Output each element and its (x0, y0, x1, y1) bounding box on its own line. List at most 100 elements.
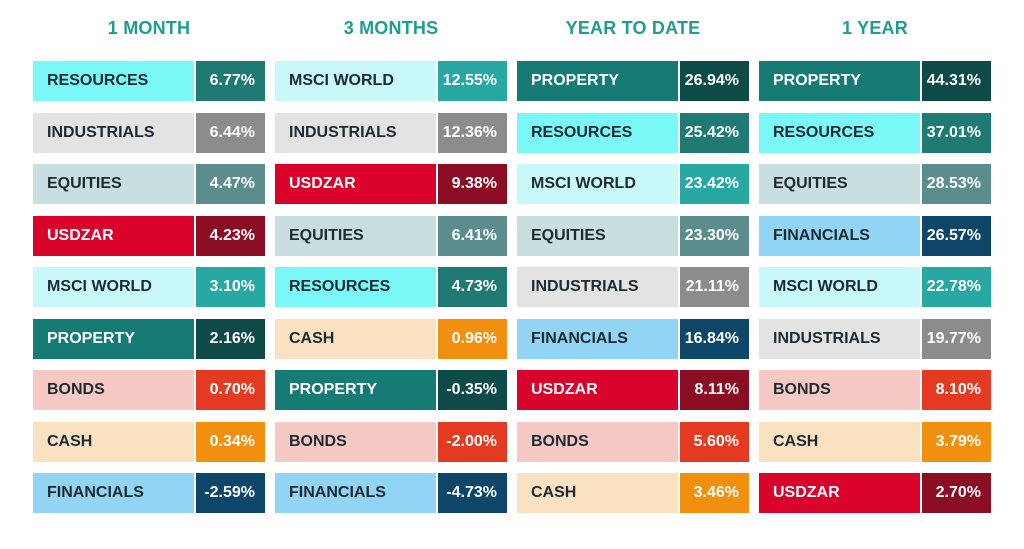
table-row: USDZAR 2.70% (759, 473, 991, 513)
table-row: INDUSTRIALS 21.11% (517, 267, 749, 307)
return-value: 6.77% (196, 61, 265, 101)
asset-label: MSCI WORLD (517, 164, 678, 204)
cell-divider (920, 473, 922, 513)
table-row: EQUITIES 28.53% (759, 164, 991, 204)
return-value: 0.70% (196, 370, 265, 410)
table-row: BONDS 0.70% (33, 370, 265, 410)
asset-label: EQUITIES (759, 164, 920, 204)
return-value: 25.42% (680, 112, 749, 153)
return-value: 16.84% (680, 318, 749, 359)
cell-divider (920, 318, 922, 359)
return-value: 5.60% (680, 421, 749, 462)
cell-divider (436, 421, 438, 462)
table-row: RESOURCES 4.73% (275, 267, 507, 307)
column-year-to-date: YEAR TO DATE PROPERTY 26.94% RESOURCES 25.4… (517, 0, 749, 513)
table-row: INDUSTRIALS 6.44% (33, 112, 265, 153)
cell-divider (194, 473, 196, 513)
return-value: 26.94% (680, 61, 749, 101)
table-row: USDZAR 8.11% (517, 370, 749, 410)
return-value: -2.59% (196, 473, 265, 513)
cell-divider (194, 215, 196, 256)
cell-divider (920, 112, 922, 153)
return-value: 21.11% (680, 267, 749, 307)
column-heading: YEAR TO DATE (565, 18, 701, 38)
return-value: 4.73% (438, 267, 507, 307)
table-row: MSCI WORLD 22.78% (759, 267, 991, 307)
cell-divider (436, 370, 438, 410)
asset-label: INDUSTRIALS (759, 318, 920, 359)
cell-divider (436, 473, 438, 513)
table-row: CASH 3.79% (759, 421, 991, 462)
cell-divider (678, 473, 680, 513)
table-row: INDUSTRIALS 19.77% (759, 318, 991, 359)
table-row: MSCI WORLD 12.55% (275, 61, 507, 101)
asset-label: BONDS (759, 370, 920, 410)
return-value: 23.30% (680, 215, 749, 256)
cell-divider (436, 318, 438, 359)
cell-divider (436, 267, 438, 307)
return-value: -2.00% (438, 421, 507, 462)
cell-divider (194, 164, 196, 204)
return-value: 2.16% (196, 318, 265, 359)
cell-divider (920, 164, 922, 204)
cell-divider (678, 112, 680, 153)
asset-label: PROPERTY (759, 61, 920, 101)
return-value: 3.10% (196, 267, 265, 307)
return-value: 3.79% (922, 421, 991, 462)
cell-divider (920, 421, 922, 462)
asset-label: BONDS (517, 421, 678, 462)
return-value: 8.11% (680, 370, 749, 410)
asset-label: INDUSTRIALS (33, 112, 194, 153)
asset-label: RESOURCES (517, 112, 678, 153)
cell-divider (678, 61, 680, 101)
table-row: CASH 0.96% (275, 318, 507, 359)
cell-divider (194, 370, 196, 410)
return-value: 23.42% (680, 164, 749, 204)
return-value: 22.78% (922, 267, 991, 307)
asset-label: BONDS (275, 421, 436, 462)
return-value: -0.35% (438, 370, 507, 410)
table-row: MSCI WORLD 23.42% (517, 164, 749, 204)
cell-divider (678, 267, 680, 307)
return-value: 44.31% (922, 61, 991, 101)
return-value: 4.47% (196, 164, 265, 204)
table-row: FINANCIALS -2.59% (33, 473, 265, 513)
cell-divider (194, 318, 196, 359)
asset-label: EQUITIES (33, 164, 194, 204)
return-value: 4.23% (196, 215, 265, 256)
asset-label: MSCI WORLD (275, 61, 436, 101)
column-3-months: 3 MONTHS MSCI WORLD 12.55% INDUSTRIALS 12.3… (275, 0, 507, 513)
table-row: CASH 3.46% (517, 473, 749, 513)
asset-label: FINANCIALS (517, 318, 678, 359)
table-row: EQUITIES 4.47% (33, 164, 265, 204)
cell-divider (678, 215, 680, 256)
table-row: EQUITIES 23.30% (517, 215, 749, 256)
table-row: FINANCIALS 26.57% (759, 215, 991, 256)
table-row: FINANCIALS 16.84% (517, 318, 749, 359)
column-1-month: 1 MONTH RESOURCES 6.77% INDUSTRIALS 6.44% EQ… (33, 0, 265, 513)
table-row: RESOURCES 25.42% (517, 112, 749, 153)
table-row: PROPERTY 2.16% (33, 318, 265, 359)
asset-label: RESOURCES (759, 112, 920, 153)
column-heading: 1 MONTH (107, 18, 191, 38)
cell-divider (436, 164, 438, 204)
column-1-year: 1 YEAR PROPERTY 44.31% RESOURCES 37.01% EQUI… (759, 0, 991, 513)
asset-label: MSCI WORLD (759, 267, 920, 307)
table-row: PROPERTY 44.31% (759, 61, 991, 101)
cell-divider (678, 370, 680, 410)
table-row: FINANCIALS -4.73% (275, 473, 507, 513)
table-row: RESOURCES 37.01% (759, 112, 991, 153)
return-value: 3.46% (680, 473, 749, 513)
cell-divider (678, 318, 680, 359)
cell-divider (194, 421, 196, 462)
cell-divider (194, 112, 196, 153)
asset-label: PROPERTY (275, 370, 436, 410)
column-heading: 3 MONTHS (343, 18, 439, 38)
asset-label: USDZAR (517, 370, 678, 410)
asset-label: PROPERTY (33, 318, 194, 359)
return-value: 37.01% (922, 112, 991, 153)
table-row: CASH 0.34% (33, 421, 265, 462)
return-value: 8.10% (922, 370, 991, 410)
cell-divider (920, 61, 922, 101)
asset-label: RESOURCES (275, 267, 436, 307)
